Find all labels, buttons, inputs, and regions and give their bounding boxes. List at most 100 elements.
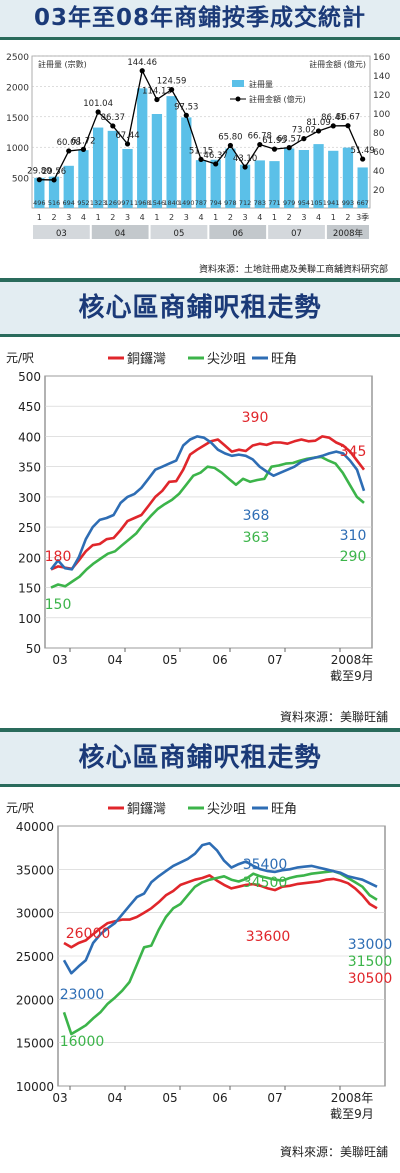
legend-swatch-bar bbox=[232, 80, 244, 87]
bar bbox=[107, 130, 118, 208]
bar-value-label: 1840 bbox=[163, 199, 180, 207]
amount-marker bbox=[51, 177, 57, 183]
data-label: 310 bbox=[340, 528, 367, 544]
legend-label: 銅鑼灣 bbox=[127, 351, 166, 367]
data-label: 390 bbox=[242, 410, 269, 426]
data-label: 363 bbox=[243, 530, 270, 546]
y-tick-label: 300 bbox=[18, 491, 41, 505]
x-tick-label: 06 bbox=[212, 1091, 227, 1105]
bar bbox=[78, 150, 89, 208]
amount-marker bbox=[271, 146, 278, 152]
year-band bbox=[33, 225, 90, 239]
x-tick-label: 06 bbox=[212, 653, 227, 667]
bar-value-label: 783 bbox=[254, 199, 266, 207]
bar-value-label: 794 bbox=[209, 199, 221, 207]
y-unit-label: 元/呎 bbox=[6, 801, 34, 815]
bar bbox=[284, 148, 295, 208]
bar bbox=[92, 127, 104, 208]
amount-marker bbox=[242, 164, 248, 170]
bar bbox=[328, 150, 339, 208]
bar-value-label: 1051 bbox=[310, 199, 327, 207]
amount-marker bbox=[257, 141, 263, 148]
x-tick-label: 07 bbox=[267, 653, 282, 667]
panel-divider bbox=[0, 728, 400, 732]
bar-value-label: 954 bbox=[298, 199, 310, 207]
y-tick-label: 1000 bbox=[6, 144, 29, 154]
panel2-title-bar: 核心區商鋪呎租走勢 bbox=[0, 282, 400, 337]
y-axis-label: 註冊量 (宗數) bbox=[38, 59, 87, 69]
quarterly-transactions-chart: 500 1000 1500 2000 2500 20 40 60 80 100 120 140 160 註… bbox=[6, 53, 390, 239]
amount-label: 61.72 bbox=[71, 136, 95, 146]
amount-label: 144.46 bbox=[127, 58, 157, 68]
data-label: 368 bbox=[243, 508, 270, 524]
amount-label: 51.15 bbox=[189, 146, 213, 156]
quarter-label: 4 bbox=[257, 213, 262, 222]
y2-tick-label: 120 bbox=[373, 91, 390, 101]
amount-marker bbox=[169, 87, 175, 93]
panel3-title: 核心區商鋪呎租走勢 bbox=[78, 743, 322, 773]
y-tick-label: 40000 bbox=[16, 820, 54, 834]
amount-marker bbox=[110, 123, 116, 129]
amount-marker bbox=[198, 156, 204, 163]
quarter-label: 3 bbox=[184, 213, 189, 222]
amount-marker bbox=[345, 123, 351, 129]
bar-value-label: 1323 bbox=[90, 199, 107, 207]
amount-label: 43.10 bbox=[233, 154, 257, 164]
y-tick-label: 500 bbox=[18, 370, 41, 384]
quarter-label: 1 bbox=[213, 213, 218, 222]
data-label: 33600 bbox=[246, 929, 291, 945]
year-band bbox=[326, 225, 369, 239]
amount-marker bbox=[301, 136, 307, 142]
quarter-label: 3季 bbox=[356, 212, 369, 222]
bar bbox=[195, 160, 207, 208]
bar bbox=[225, 148, 236, 208]
y2-tick-label: 160 bbox=[373, 53, 390, 63]
rent-trend-chart-b: 元/呎 銅鑼灣 尖沙咀 旺角 10000 15000 20000 25000 30000 3500… bbox=[6, 801, 392, 1121]
y-unit-label: 元/呎 bbox=[6, 351, 34, 365]
bar-value-label: 1968 bbox=[134, 199, 151, 207]
x-tick-label: 03 bbox=[52, 1091, 67, 1105]
year-label: 04 bbox=[115, 229, 126, 239]
bar-value-label: 712 bbox=[239, 199, 251, 207]
amount-marker bbox=[315, 128, 322, 134]
y-tick-label: 50 bbox=[26, 642, 41, 656]
y-tick-label: 350 bbox=[18, 461, 41, 475]
y-tick-label: 10000 bbox=[16, 1080, 54, 1094]
bar-value-label: 978 bbox=[224, 199, 236, 207]
amount-marker bbox=[36, 177, 42, 183]
amount-label: 114.13 bbox=[142, 87, 172, 97]
year-label: 2008年 bbox=[333, 228, 364, 239]
bar-value-label: 496 bbox=[33, 199, 45, 207]
bar-value-label: 952 bbox=[77, 199, 89, 207]
data-label: 35400 bbox=[243, 857, 288, 873]
rent-trend-chart-a: 元/呎 銅鑼灣 尖沙咀 旺角 50 100 150 200 250 300 350 400 450 500… bbox=[6, 351, 374, 683]
amount-marker bbox=[227, 142, 233, 149]
x-tick-label: 05 bbox=[162, 653, 177, 667]
quarter-label: 3 bbox=[125, 213, 130, 222]
legend-label: 尖沙咀 bbox=[207, 802, 246, 817]
y2-tick-label: 40 bbox=[373, 167, 385, 177]
amount-marker bbox=[124, 141, 131, 147]
plot-area bbox=[44, 375, 373, 649]
y-tick-label: 25000 bbox=[16, 950, 54, 964]
panel1-title: 03年至08年商鋪按季成交統計 bbox=[33, 5, 366, 31]
bar-value-label: 787 bbox=[195, 199, 207, 207]
amount-marker bbox=[213, 161, 219, 167]
bar bbox=[181, 117, 192, 208]
quarter-label: 1 bbox=[96, 213, 101, 222]
panel2-chart: 元/呎 銅鑼灣 尖沙咀 旺角 50 100 150 200 250 300 350 400 450 500… bbox=[0, 336, 400, 731]
bar-value-label: 667 bbox=[356, 199, 368, 207]
y2-tick-label: 60 bbox=[373, 148, 385, 158]
panel2-title: 核心區商鋪呎租走勢 bbox=[78, 293, 322, 323]
amount-label: 51.49 bbox=[350, 146, 374, 156]
x-tick-label: 03 bbox=[52, 653, 67, 667]
x-tick-label: 2008年 bbox=[331, 1091, 374, 1105]
year-band bbox=[150, 225, 208, 239]
data-label: 345 bbox=[340, 444, 367, 460]
amount-marker bbox=[66, 148, 72, 154]
data-label: 180 bbox=[45, 549, 72, 565]
x-tick-label: 04 bbox=[107, 653, 122, 667]
data-label: 26000 bbox=[66, 926, 111, 942]
y-tick-label: 450 bbox=[18, 400, 41, 414]
bar-value-label: 979 bbox=[283, 199, 295, 207]
